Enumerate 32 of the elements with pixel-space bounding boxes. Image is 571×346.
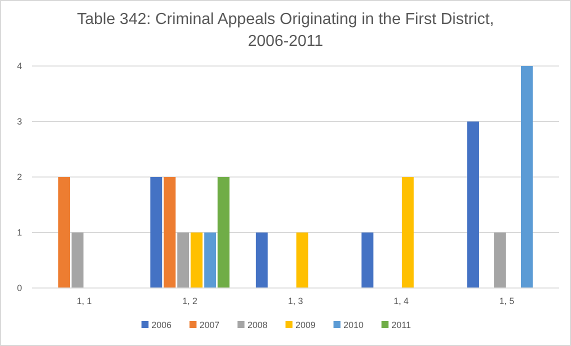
- legend-label: 2011: [392, 320, 411, 330]
- bar: [296, 232, 308, 288]
- bar: [177, 232, 190, 288]
- legend-label: 2009: [296, 320, 316, 330]
- bar: [256, 232, 268, 288]
- bar: [58, 177, 70, 288]
- legend-label: 2010: [344, 320, 364, 330]
- x-tick-label: 1, 2: [182, 296, 198, 306]
- legend-label: 2006: [152, 320, 172, 330]
- bar: [204, 232, 216, 288]
- y-tick-label: 2: [16, 172, 22, 182]
- y-tick-label: 3: [16, 116, 22, 127]
- bar: [190, 232, 203, 288]
- bar: [362, 232, 374, 288]
- x-tick-label: 1, 3: [288, 296, 304, 306]
- bar: [218, 177, 230, 288]
- bar: [521, 66, 533, 288]
- x-tick-label: 1, 5: [499, 296, 514, 306]
- bar: [467, 122, 479, 288]
- x-tick-label: 1, 1: [76, 296, 92, 306]
- bar: [72, 232, 84, 288]
- bar: [164, 177, 176, 288]
- y-tick-label: 1: [16, 228, 22, 238]
- y-tick-label: 0: [16, 283, 22, 294]
- legend-label: 2008: [248, 320, 268, 330]
- legend-label: 2007: [200, 320, 220, 330]
- bar: [402, 177, 414, 288]
- bar: [494, 232, 506, 288]
- x-tick-label: 1, 4: [394, 296, 409, 306]
- chart-title: Table 342: Criminal Appeals Originating in the First District, 2006-2011: [76, 11, 494, 50]
- bar: [150, 177, 162, 288]
- y-tick-label: 4: [16, 61, 22, 72]
